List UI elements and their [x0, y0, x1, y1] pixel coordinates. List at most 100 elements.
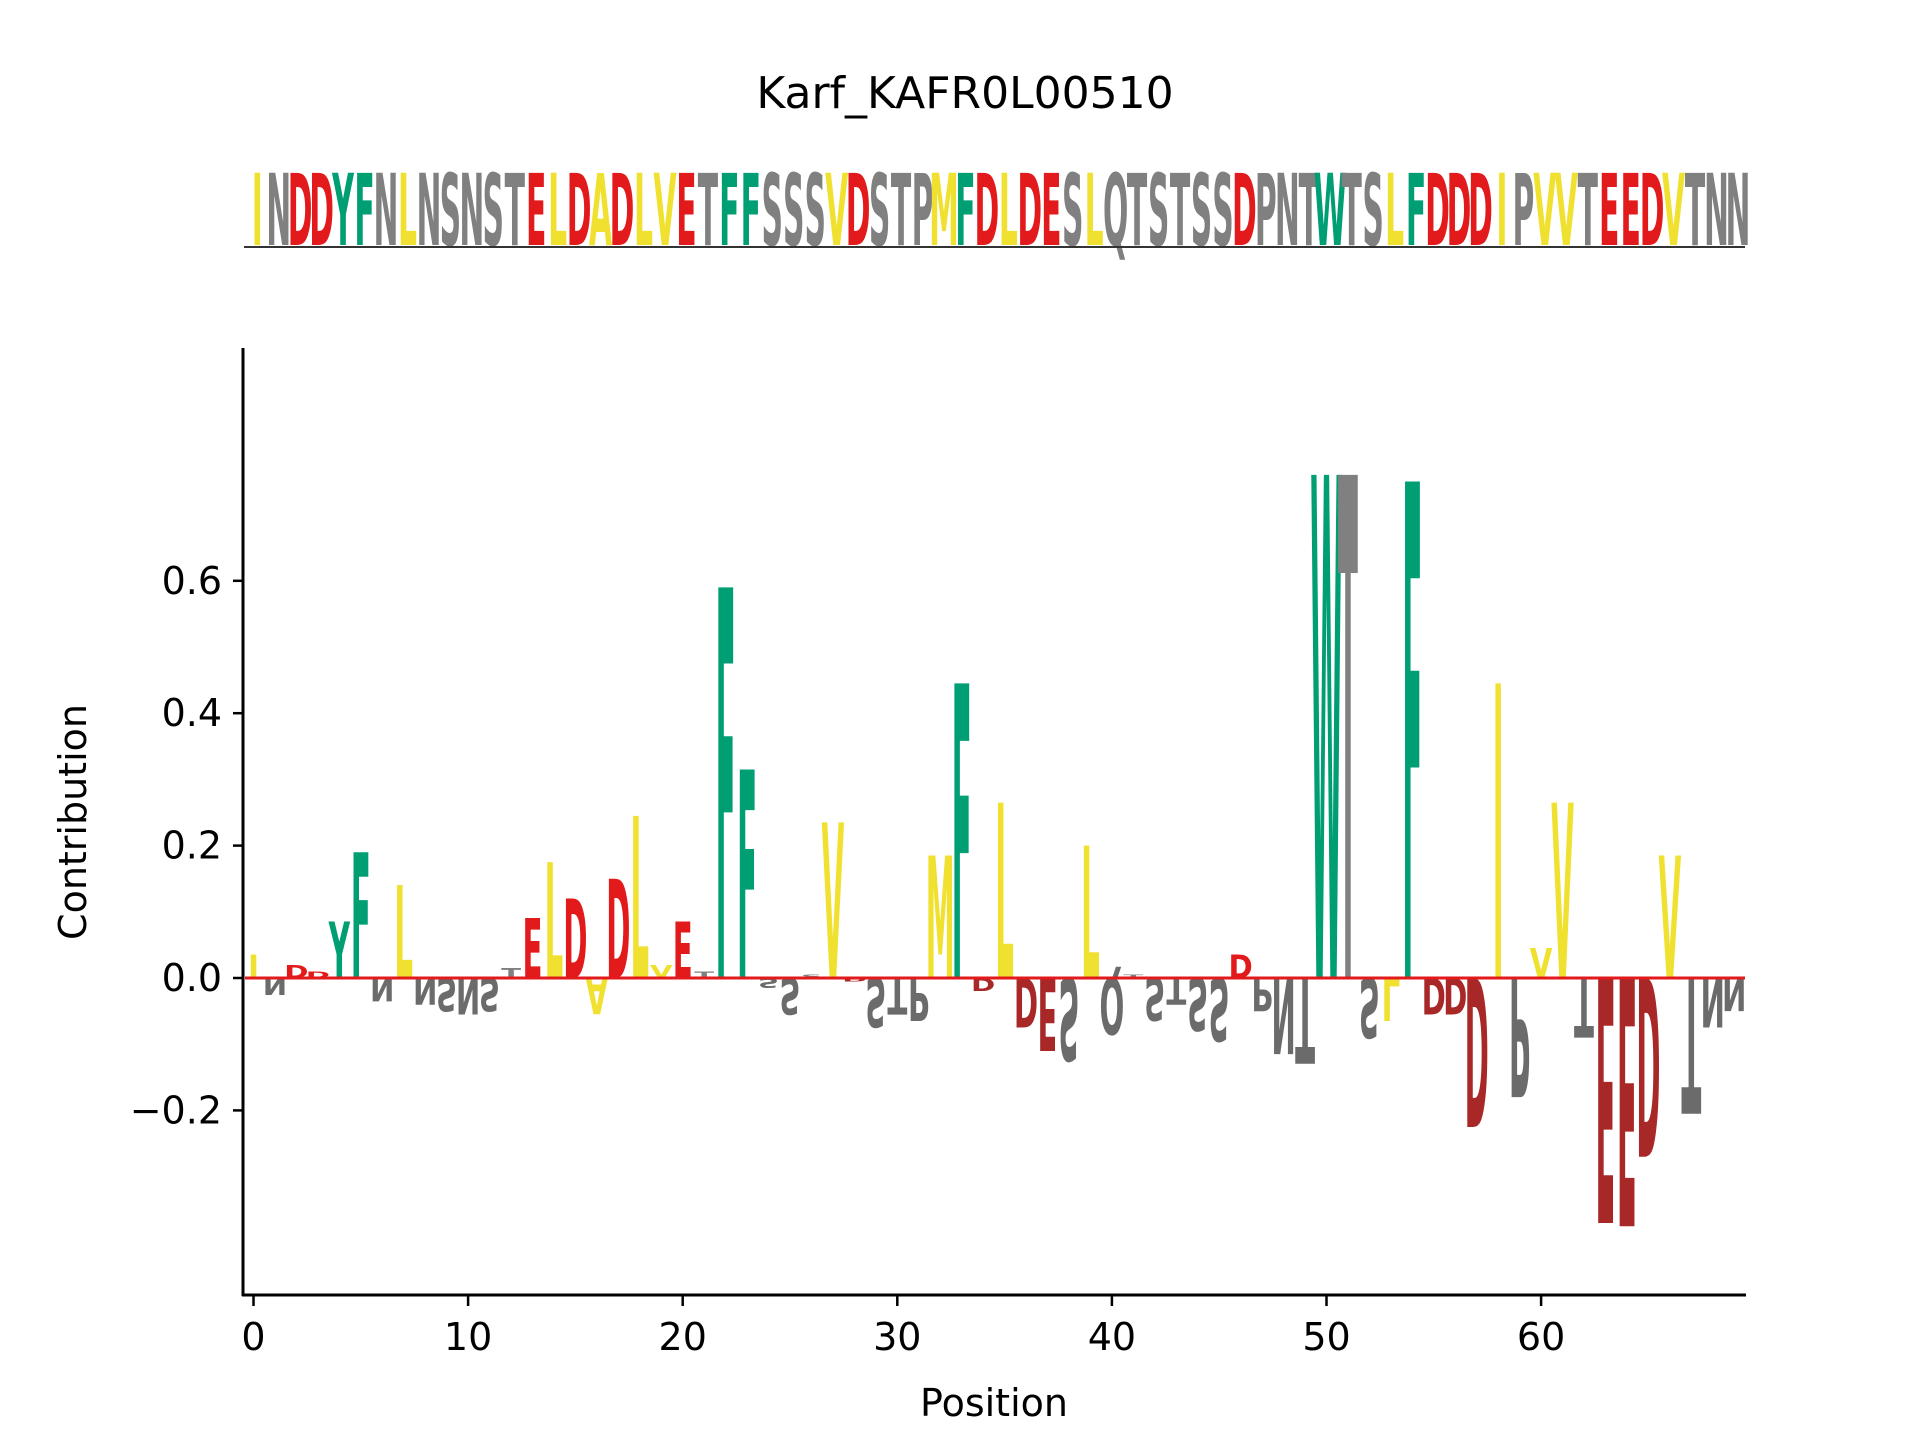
x-tick-label: 10 — [444, 1315, 492, 1359]
x-tick-label: 50 — [1302, 1315, 1350, 1359]
contribution-letter: V — [1551, 756, 1574, 1035]
sequence-letter: D — [1232, 154, 1257, 269]
contribution-letter: E — [673, 907, 693, 997]
contribution-letter: F — [952, 603, 972, 1074]
contribution-letter: A — [586, 966, 609, 1025]
contribution-letter: D — [1014, 961, 1038, 1040]
sequence-letter: D — [610, 154, 635, 269]
contribution-letter: L — [995, 756, 1014, 1035]
sequence-letter: M — [929, 154, 959, 269]
contribution-letter: N — [1271, 952, 1295, 1073]
sequence-letter: N — [1725, 154, 1750, 269]
sequence-letter: P — [912, 154, 934, 269]
contribution-letter: W — [1310, 339, 1342, 1142]
sequence-letter: L — [1085, 154, 1104, 269]
sequence-letter: N — [374, 154, 399, 269]
contribution-letter: I — [248, 950, 259, 986]
contribution-letter: I — [1493, 603, 1504, 1074]
contribution-letter: S — [1209, 957, 1230, 1057]
sequence-letter: I — [1496, 154, 1507, 269]
contribution-letter: T — [1295, 949, 1315, 1086]
contribution-letter: T — [1574, 958, 1594, 1053]
y-tick-label: 0.2 — [162, 824, 222, 868]
contribution-letter: V — [1530, 941, 1553, 988]
contribution-letter: T — [887, 966, 907, 1025]
sequence-letter: S — [804, 154, 825, 269]
sequence-letter: S — [762, 154, 783, 269]
y-tick-label: 0.6 — [162, 559, 222, 603]
sequence-letter: N — [1704, 154, 1729, 269]
sequence-letter: S — [1212, 154, 1233, 269]
contribution-letter: D — [606, 854, 630, 1012]
x-tick-label: 0 — [241, 1315, 265, 1359]
sequence-letter: L — [634, 154, 653, 269]
sequence-letter: V — [653, 154, 676, 269]
contribution-letter: E — [1038, 954, 1058, 1069]
contribution-letter: D — [563, 877, 587, 1004]
x-tick-label: 20 — [659, 1315, 707, 1359]
sequence-letter: D — [288, 154, 313, 269]
sequence-letter: V — [825, 154, 848, 269]
contribution-letter: N — [1722, 966, 1746, 1018]
contribution-letter: L — [1382, 964, 1401, 1032]
contribution-letter: D — [842, 977, 866, 982]
y-tick-label: −0.2 — [130, 1088, 222, 1132]
sequence-letter: W — [1314, 154, 1347, 269]
y-axis-label: Contribution — [51, 704, 95, 940]
sequence-letter: F — [1406, 154, 1426, 269]
sequence-letter: T — [1127, 154, 1147, 269]
contribution-letter: D — [1229, 950, 1253, 986]
x-tick-label: 30 — [873, 1315, 921, 1359]
x-ticks: 0 10 20 30 40 50 60 — [241, 1296, 1565, 1359]
sequence-letter: T — [891, 154, 911, 269]
contribution-letter: T — [1166, 969, 1186, 1012]
sequence-letter: T — [1170, 154, 1190, 269]
contribution-letter: S — [479, 966, 500, 1018]
contribution-letter: Q — [1099, 959, 1124, 1049]
sequence-letter: S — [1191, 154, 1212, 269]
sequence-letter: D — [1640, 154, 1665, 269]
sequence-letter: E — [676, 154, 696, 269]
contribution-letter: F — [716, 482, 736, 1105]
sequence-letter: P — [1255, 154, 1277, 269]
sequence-letter: P — [1512, 154, 1534, 269]
contribution-letter: E — [523, 903, 543, 998]
sequence-letter: E — [1041, 154, 1061, 269]
sequence-letter: V — [1533, 154, 1556, 269]
contribution-letter: E — [1596, 898, 1616, 1288]
sequence-letter: D — [1017, 154, 1042, 269]
contribution-letter: F — [737, 712, 757, 1045]
sequence-letter: D — [567, 154, 592, 269]
sequence-letter: V — [1555, 154, 1578, 269]
contribution-letter: D — [1443, 966, 1467, 1025]
sequence-letter: S — [1062, 154, 1083, 269]
sequence-letter: T — [505, 154, 525, 269]
contribution-letter: P — [1509, 939, 1530, 1130]
sequence-letter: D — [309, 154, 334, 269]
sequence-letter: S — [869, 154, 890, 269]
contribution-letter: L — [545, 831, 564, 1016]
contribution-letter: S — [436, 966, 457, 1018]
contribution-letter: L — [630, 773, 649, 1031]
contribution-letter: S — [801, 974, 822, 979]
sequence-letter: S — [440, 154, 461, 269]
sequence-letter: N — [416, 154, 441, 269]
contribution-letter: T — [1123, 974, 1144, 979]
contribution-letter: S — [865, 961, 886, 1040]
y-tick-label: 0.0 — [162, 956, 222, 1000]
contribution-letter: T — [1681, 933, 1701, 1150]
sequence-letter: D — [1425, 154, 1450, 269]
sequence-letter: T — [1342, 154, 1362, 269]
sequence-letter: F — [354, 154, 374, 269]
sequence-letter: T — [698, 154, 718, 269]
sequence-letter: D — [975, 154, 1000, 269]
contribution-letter: T — [1338, 339, 1358, 1142]
sequence-letter: D — [1468, 154, 1493, 269]
contribution-letter: N — [1701, 961, 1725, 1040]
sequence-letter: Y — [332, 154, 354, 269]
contribution-letter: S — [1058, 951, 1079, 1084]
sequence-letter: T — [1685, 154, 1705, 269]
sequence-letter: F — [955, 154, 975, 269]
contribution-letter: S — [1187, 960, 1208, 1044]
